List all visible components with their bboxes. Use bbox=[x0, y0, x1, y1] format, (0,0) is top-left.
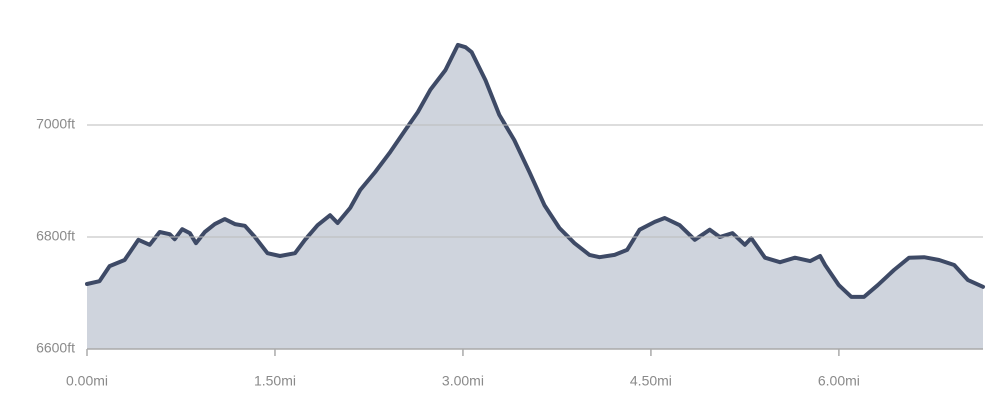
x-tick-label: 6.00mi bbox=[818, 373, 860, 389]
y-tick-label: 6600ft bbox=[36, 340, 75, 356]
x-tick-label: 3.00mi bbox=[442, 373, 484, 389]
elevation-line bbox=[85, 42, 985, 299]
x-tick-label: 1.50mi bbox=[254, 373, 296, 389]
y-tick-label: 6800ft bbox=[36, 228, 75, 244]
y-tick-label: 7000ft bbox=[36, 116, 75, 132]
x-tick-label: 0.00mi bbox=[66, 373, 108, 389]
area-fill bbox=[87, 44, 983, 350]
x-tick-label: 4.50mi bbox=[630, 373, 672, 389]
